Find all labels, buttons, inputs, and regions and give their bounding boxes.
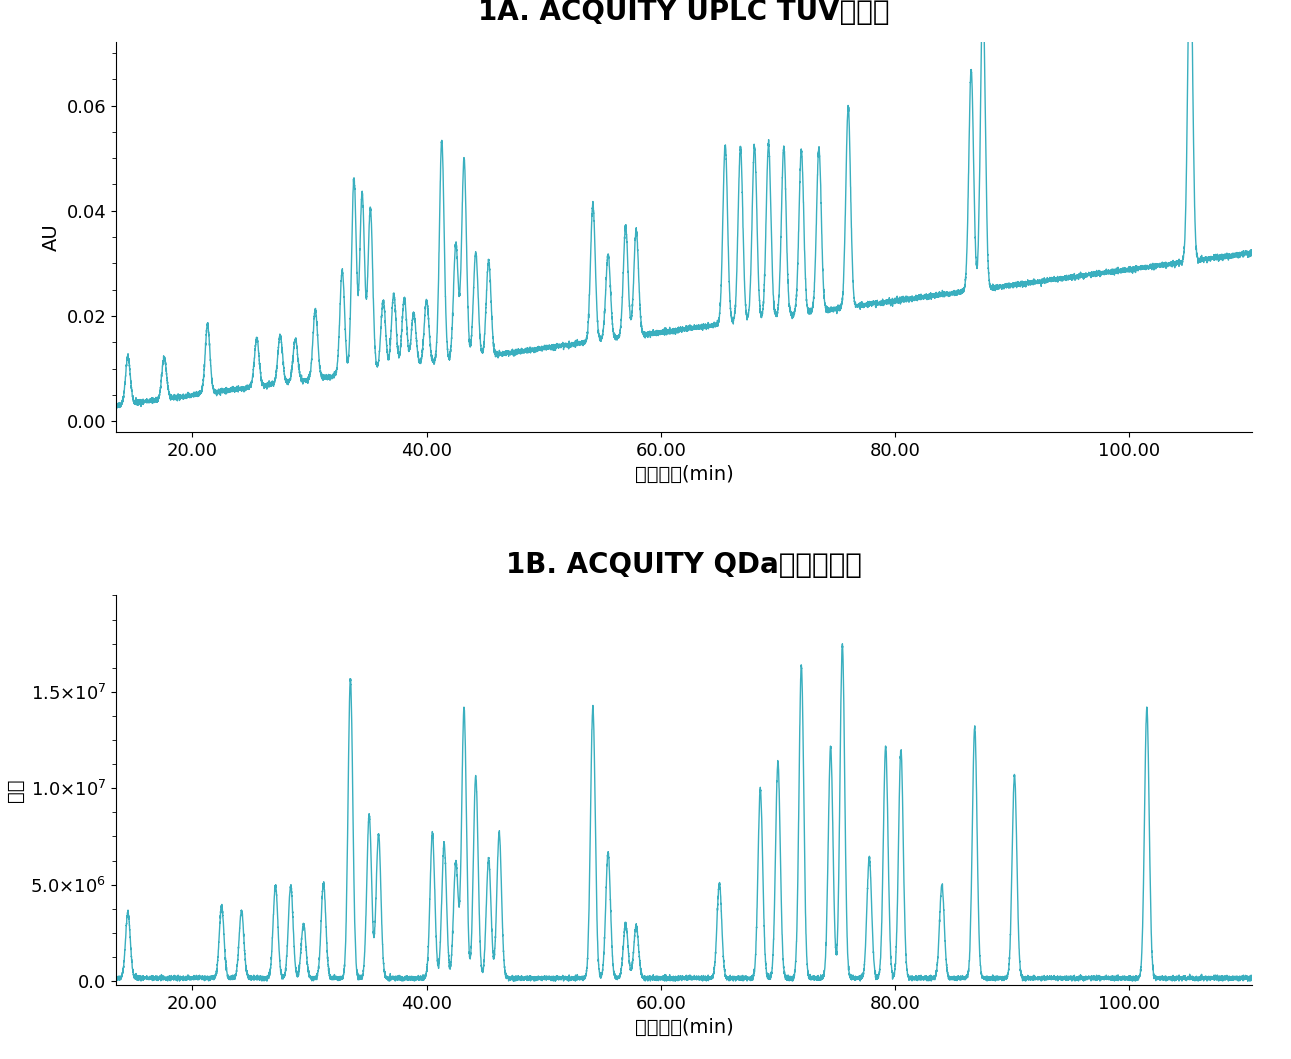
X-axis label: 保留时间(min): 保留时间(min) xyxy=(635,465,733,484)
Title: 1A. ACQUITY UPLC TUV检测器: 1A. ACQUITY UPLC TUV检测器 xyxy=(479,0,889,26)
Title: 1B. ACQUITY QDa质谱检测器: 1B. ACQUITY QDa质谱检测器 xyxy=(506,551,862,579)
Y-axis label: AU: AU xyxy=(43,223,61,251)
Y-axis label: 强度: 强度 xyxy=(6,778,25,802)
X-axis label: 保留时间(min): 保留时间(min) xyxy=(635,1018,733,1037)
